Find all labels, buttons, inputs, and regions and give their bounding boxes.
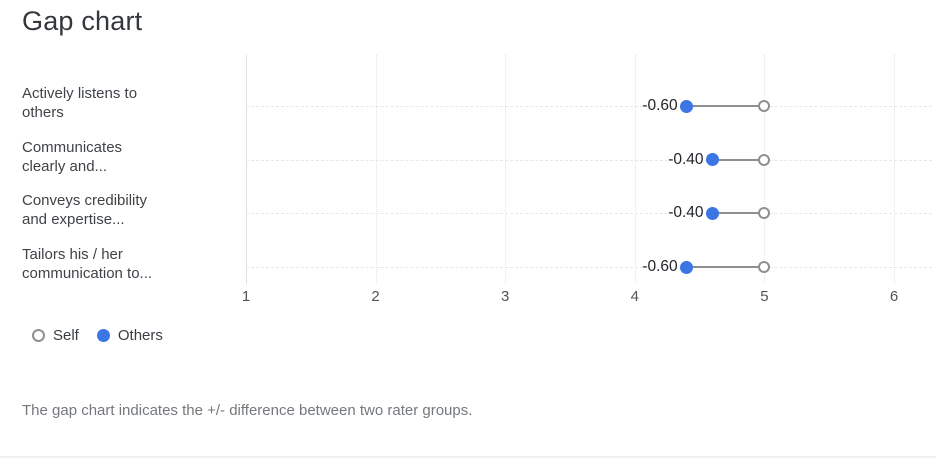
- x-tick-label: 5: [760, 288, 769, 305]
- row-gridline: [246, 106, 932, 107]
- category-label: Communicates clearly and...: [22, 138, 123, 175]
- gap-value-label: -0.60: [642, 97, 678, 114]
- others-point[interactable]: [680, 260, 694, 274]
- legend-label-self: Self: [53, 327, 79, 344]
- legend-item-others[interactable]: Others: [96, 327, 163, 344]
- x-gridline: [375, 55, 377, 284]
- dumbbell-connector: [686, 266, 765, 269]
- x-gridline: [764, 55, 766, 284]
- x-gridline: [505, 55, 507, 284]
- x-gridline: [634, 55, 636, 284]
- self-point[interactable]: [758, 153, 771, 166]
- x-gridline: [246, 55, 247, 284]
- others-point[interactable]: [706, 206, 720, 220]
- row-gridline: [246, 267, 932, 269]
- x-tick-label: 1: [241, 288, 251, 305]
- x-gridline: [894, 55, 895, 284]
- chart-legend: Self Others: [32, 327, 163, 344]
- dumbbell-connector: [712, 158, 765, 161]
- x-tick-label: 2: [371, 288, 380, 305]
- x-tick-label: 4: [630, 288, 639, 305]
- legend-label-others: Others: [117, 327, 163, 344]
- gap-value-label: -0.60: [642, 258, 678, 276]
- dumbbell-connector: [686, 105, 765, 107]
- row-gridline: [246, 159, 932, 161]
- chart-title: Gap chart: [22, 6, 143, 36]
- dumbbell-connector: [712, 212, 765, 215]
- legend-item-self[interactable]: Self: [32, 327, 79, 344]
- category-label: Actively listens to others: [22, 85, 138, 121]
- x-tick-label: 3: [501, 288, 510, 305]
- category-label: Conveys credibility and expertise...: [22, 192, 148, 229]
- gap-value-label: -0.40: [668, 204, 704, 222]
- self-point[interactable]: [758, 207, 771, 220]
- self-open-circle-icon: [32, 329, 45, 342]
- x-tick-label: 6: [889, 288, 899, 305]
- others-point[interactable]: [706, 153, 720, 167]
- row-gridline: [246, 213, 932, 215]
- self-point[interactable]: [758, 100, 771, 112]
- others-filled-circle-icon: [96, 329, 110, 342]
- chart-description: The gap chart indicates the +/- differen…: [22, 402, 473, 419]
- category-label: Tailors his / her communication to...: [22, 246, 153, 283]
- self-point[interactable]: [758, 261, 771, 274]
- others-point[interactable]: [680, 99, 694, 113]
- gap-value-label: -0.40: [668, 150, 704, 168]
